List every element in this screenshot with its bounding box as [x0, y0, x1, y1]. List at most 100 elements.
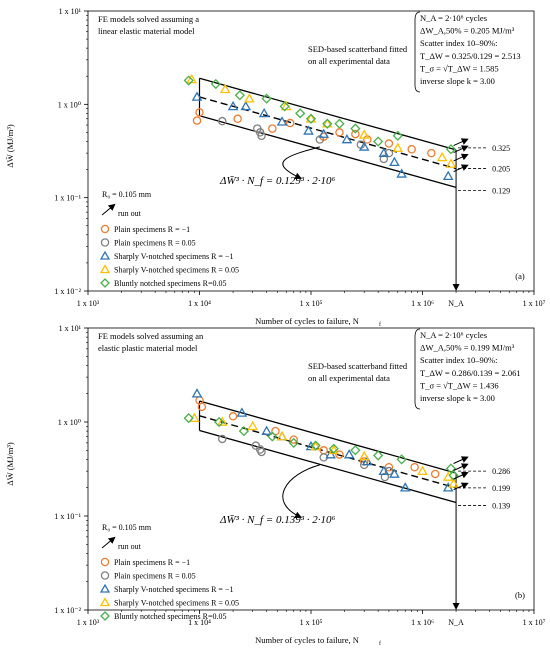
data-point [445, 144, 457, 155]
x-axis-label-sub: f [379, 640, 381, 647]
data-point [303, 125, 314, 135]
legend-marker [99, 264, 111, 274]
y-tick-label: 1 x 10⁻¹ [54, 512, 81, 521]
y-tick-label: 1 x 10⁻² [54, 287, 81, 296]
legend-label: Plain specimens R = −1 [114, 558, 190, 567]
data-point [227, 100, 239, 111]
runout-arrow [453, 456, 469, 464]
x-tick-label: 1 x 10⁵ [300, 299, 323, 308]
legend-label: Bluntly notched specimens R=0.05 [114, 612, 227, 621]
data-point [216, 416, 228, 426]
data-point [267, 431, 278, 442]
data-point [197, 402, 207, 412]
legend-label: Sharply V-notched specimens R = 0.05 [114, 266, 239, 275]
data-point [195, 108, 204, 117]
legend-label: Sharply V-notched specimens R = 0.05 [114, 599, 239, 608]
runout-arrow [453, 471, 469, 480]
info-box-line: Scatter index 10–90%: [420, 355, 497, 365]
band-bound-line [199, 429, 457, 504]
data-point [378, 147, 390, 157]
legend-label: Sharply V-notched specimens R = −1 [114, 585, 233, 594]
data-point [410, 463, 419, 472]
x-tick-label: 1 x 10⁴ [188, 299, 211, 308]
x-tick-label: 1 x 10⁴ [188, 618, 211, 627]
info-box-line: T_ΔW = 0.286/0.139 = 2.061 [420, 368, 521, 378]
radius-note: R₀ = 0.105 mm [102, 523, 152, 532]
legend-marker [99, 583, 111, 593]
y-tick-label: 1 x 10⁻¹ [54, 194, 81, 203]
data-point [350, 445, 361, 456]
data-point [379, 154, 389, 164]
y-axis-label: ΔW̄ (MJ/m³) [5, 442, 15, 486]
data-point [392, 142, 404, 152]
runout-arrow [453, 145, 469, 153]
data-point [328, 443, 339, 454]
data-point [322, 118, 333, 129]
band-value-label: 0.129 [492, 186, 510, 195]
data-point [430, 469, 440, 479]
data-point [310, 440, 321, 451]
band-note-line: on all experimental data [308, 373, 390, 383]
info-box-line: Scatter index 10–90%: [420, 38, 497, 48]
data-point [392, 130, 403, 141]
x-tick-label: 1 x 10⁵ [300, 618, 323, 627]
band-note-line: on all experimental data [308, 56, 390, 66]
data-point [268, 124, 277, 133]
data-point [183, 75, 194, 86]
runout-legend-arrow [101, 536, 116, 549]
data-point [258, 107, 270, 118]
legend-marker [100, 557, 110, 567]
legend-label: Sharply V-notched specimens R = −1 [114, 252, 233, 261]
data-point [442, 170, 454, 181]
data-point [257, 131, 266, 141]
data-point [380, 472, 390, 482]
data-point [358, 141, 370, 151]
band-median-line [199, 415, 457, 489]
runout-arrow [453, 138, 469, 147]
data-point [358, 129, 370, 139]
data-point [288, 437, 299, 448]
runout-note: run out [118, 209, 142, 218]
data-point [247, 420, 259, 431]
band-note-line: SED-based scatterband fitted [308, 361, 408, 371]
x-tick-label: 1 x 10⁶ [411, 618, 434, 627]
data-point [358, 450, 370, 461]
band-bound-line [199, 115, 457, 188]
band-value-label: 0.325 [492, 144, 510, 153]
data-point [373, 450, 384, 461]
data-point [218, 434, 227, 444]
legend-label: Plain specimens R = 0.05 [114, 239, 196, 248]
data-point [295, 108, 306, 119]
band-equation: ΔW̄³ · N_f = 0.129³ · 2·10⁶ [219, 175, 336, 187]
x-axis-label: Number of cycles to failure, N [255, 316, 359, 326]
legend-marker [100, 224, 110, 234]
data-point [276, 116, 288, 126]
data-point [427, 148, 436, 158]
info-box-brace [414, 328, 421, 410]
y-tick-label: 1 x 10⁻² [54, 606, 81, 615]
data-point [384, 139, 394, 148]
radius-note: R₀ = 0.105 mm [102, 190, 152, 199]
data-point [389, 468, 400, 478]
info-box-line: inverse slope k = 3.00 [420, 76, 495, 86]
y-tick-label: 1 x 10⁰ [58, 418, 81, 427]
data-point [362, 455, 373, 466]
data-point [214, 416, 225, 428]
data-markers [183, 388, 459, 492]
data-point [396, 454, 407, 465]
info-box-line: T_σ = √T_ΔW = 1.585 [420, 63, 499, 73]
legend-label: Plain specimens R = 0.05 [114, 572, 196, 581]
data-point [261, 425, 272, 435]
y-tick-label: 1 x 10⁰ [58, 100, 81, 109]
data-point [191, 91, 203, 101]
equation-arrow [282, 146, 320, 180]
data-point [289, 435, 298, 444]
model-note-line: linear elastic material model [98, 26, 195, 36]
band-value-label: 0.139 [492, 502, 510, 511]
equation-arrow [282, 464, 320, 519]
data-point [351, 129, 360, 139]
legend-marker [100, 278, 110, 288]
data-point [335, 450, 344, 459]
legend-marker [100, 238, 110, 247]
info-box-line: T_σ = √T_ΔW = 1.436 [420, 380, 499, 390]
